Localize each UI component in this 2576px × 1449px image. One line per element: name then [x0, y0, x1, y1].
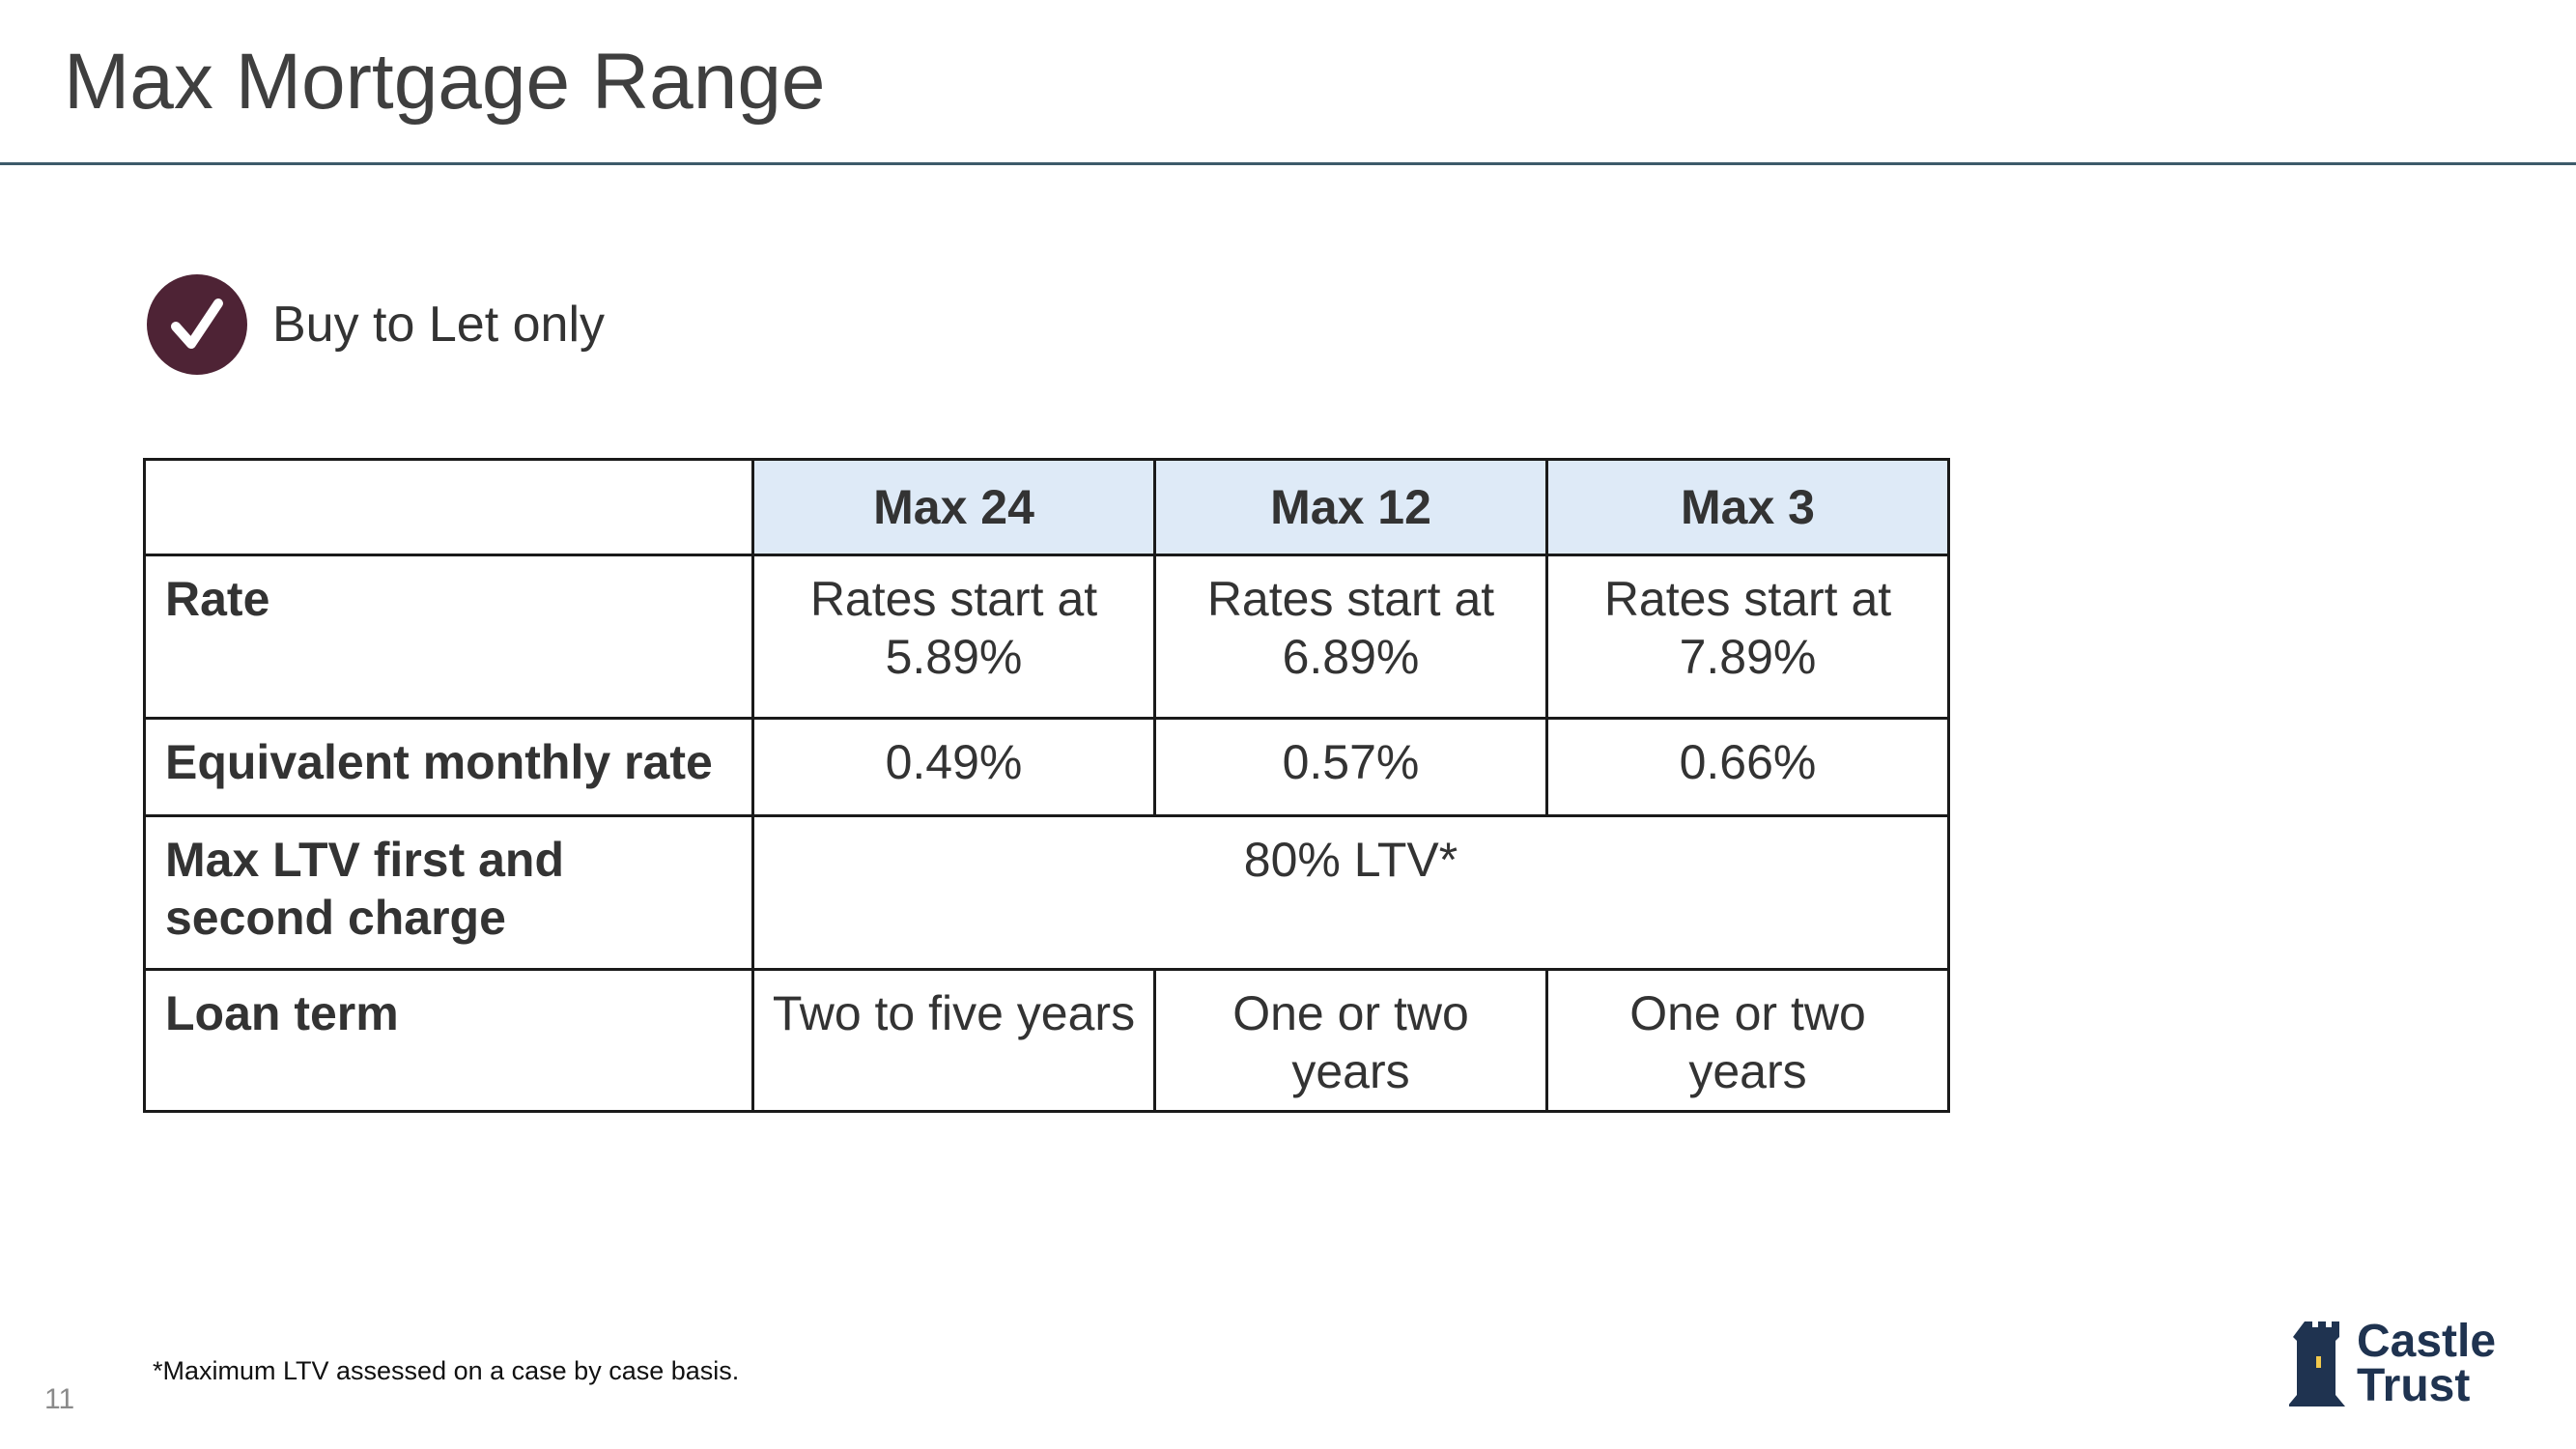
- cell-text-line: Rates start at: [1603, 572, 1892, 626]
- cell-text-line: One or two: [1629, 986, 1866, 1040]
- page-number: 11: [44, 1383, 75, 1415]
- cell-text-line: Two to five years: [772, 986, 1136, 1040]
- cell-text-line: One or two: [1232, 986, 1469, 1040]
- row-label-max-ltv: Max LTV first and second charge: [143, 814, 754, 971]
- slide-title: Max Mortgage Range: [64, 38, 826, 126]
- cell-text-line: second charge: [165, 891, 506, 945]
- table-row-loan-term: Loan term Two to five years One or two y…: [143, 968, 1950, 1113]
- logo-text-line1: Castle: [2357, 1316, 2497, 1367]
- cell-term-max-24: Two to five years: [751, 968, 1156, 1113]
- table-header-blank: [143, 458, 754, 556]
- cell-monthly-max-12: 0.57%: [1153, 717, 1548, 817]
- mortgage-range-table: Max 24 Max 12 Max 3 Rate Rates start at …: [143, 458, 1950, 1113]
- table-header-max-3: Max 3: [1545, 458, 1950, 556]
- castle-tower-icon: [2289, 1321, 2345, 1406]
- row-label-monthly-rate: Equivalent monthly rate: [143, 717, 754, 817]
- cell-text-line: Rates start at: [809, 572, 1098, 626]
- buy-to-let-badge: Buy to Let only: [147, 274, 605, 375]
- cell-max-ltv-all: 80% LTV*: [751, 814, 1950, 971]
- row-label-loan-term: Loan term: [143, 968, 754, 1113]
- cell-text-line: Max LTV first and: [165, 833, 565, 887]
- cell-rate-max-3: Rates start at 7.89%: [1545, 554, 1950, 720]
- cell-text-line: 7.89%: [1679, 630, 1817, 684]
- table-header-row: Max 24 Max 12 Max 3: [143, 458, 1950, 556]
- cell-rate-max-12: Rates start at 6.89%: [1153, 554, 1548, 720]
- table-header-max-24: Max 24: [751, 458, 1156, 556]
- table-row-rate: Rate Rates start at 5.89% Rates start at…: [143, 554, 1950, 720]
- cell-term-max-3: One or two years: [1545, 968, 1950, 1113]
- cell-text-line: years: [1291, 1044, 1410, 1098]
- ltv-footnote: *Maximum LTV assessed on a case by case …: [153, 1356, 740, 1385]
- cell-rate-max-24: Rates start at 5.89%: [751, 554, 1156, 720]
- cell-text-line: years: [1688, 1044, 1807, 1098]
- table-row-max-ltv: Max LTV first and second charge 80% LTV*: [143, 814, 1950, 971]
- cell-monthly-max-24: 0.49%: [751, 717, 1156, 817]
- cell-text-line: Rates start at: [1206, 572, 1495, 626]
- table-row-monthly-rate: Equivalent monthly rate 0.49% 0.57% 0.66…: [143, 717, 1950, 817]
- cell-text-line: 5.89%: [885, 630, 1023, 684]
- checkmark-icon: [147, 274, 247, 375]
- cell-text-line: 6.89%: [1282, 630, 1420, 684]
- cell-term-max-12: One or two years: [1153, 968, 1548, 1113]
- logo-text-line2: Trust: [2357, 1360, 2471, 1411]
- title-divider: [0, 162, 2576, 165]
- logo-wordmark: Castle Trust: [2357, 1316, 2497, 1411]
- cell-monthly-max-3: 0.66%: [1545, 717, 1950, 817]
- row-label-rate: Rate: [143, 554, 754, 720]
- castle-trust-logo: Castle Trust: [2289, 1316, 2521, 1412]
- table-header-max-12: Max 12: [1153, 458, 1548, 556]
- checkmark-glyph: [171, 298, 223, 349]
- badge-label: Buy to Let only: [272, 297, 605, 353]
